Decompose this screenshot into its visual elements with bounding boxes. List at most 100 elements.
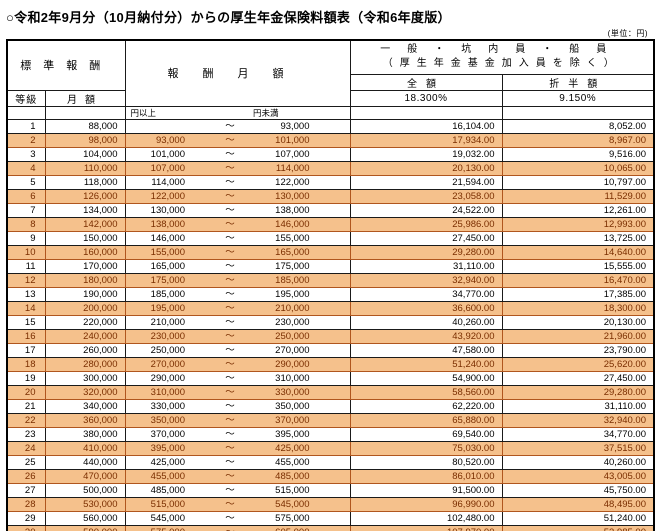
monthly-amount-cell: 110,000 — [44, 160, 126, 176]
half-amount-cell: 43,005.00 — [501, 468, 655, 484]
full-amount-cell: 36,600.00 — [349, 300, 503, 316]
full-amount-cell: 47,580.00 — [349, 342, 503, 358]
full-amount-cell: 80,520.00 — [349, 454, 503, 470]
half-amount-cell: 29,280.00 — [501, 384, 655, 400]
half-amount-cell: 48,495.00 — [501, 496, 655, 512]
range-to-cell: 425,000 — [247, 440, 351, 456]
half-amount-cell: 37,515.00 — [501, 440, 655, 456]
range-from-cell: 290,000 — [124, 370, 213, 386]
range-to-cell: 310,000 — [247, 370, 351, 386]
table-row: 9 150,000 146,000 ～ 155,000 27,450.00 13,725.0… — [6, 230, 655, 246]
range-tilde-cell: ～ — [213, 174, 247, 190]
range-tilde-cell: ～ — [213, 244, 247, 260]
header-half-rate: 9.150% — [501, 89, 655, 107]
range-from-cell: 545,000 — [124, 510, 213, 526]
range-to-cell: 485,000 — [247, 468, 351, 484]
range-to-cell: 175,000 — [247, 258, 351, 274]
range-to-cell: 114,000 — [247, 160, 351, 176]
table-row: 11 170,000 165,000 ～ 175,000 31,110.00 15,555.… — [6, 258, 655, 274]
grade-cell: 30 — [6, 524, 46, 531]
grade-cell: 10 — [6, 244, 46, 260]
full-amount-cell: 96,990.00 — [349, 496, 503, 512]
range-to-cell: 515,000 — [247, 482, 351, 498]
range-to-cell: 575,000 — [247, 510, 351, 526]
table-row: 18 280,000 270,000 ～ 290,000 51,240.00 25,620.… — [6, 356, 655, 372]
full-amount-cell: 75,030.00 — [349, 440, 503, 456]
range-from-cell: 370,000 — [124, 426, 213, 442]
unit-row-half-spacer — [501, 105, 655, 120]
table-row: 20 320,000 310,000 ～ 330,000 58,560.00 29,280.… — [6, 384, 655, 400]
table-row: 14 200,000 195,000 ～ 210,000 36,600.00 18,300.… — [6, 300, 655, 316]
full-amount-cell: 34,770.00 — [349, 286, 503, 302]
range-tilde-cell: ～ — [213, 412, 247, 428]
grade-cell: 3 — [6, 146, 46, 162]
half-amount-cell: 20,130.00 — [501, 314, 655, 330]
monthly-amount-cell: 88,000 — [44, 118, 126, 134]
grade-cell: 22 — [6, 412, 46, 428]
full-amount-cell: 19,032.00 — [349, 146, 503, 162]
half-amount-cell: 18,300.00 — [501, 300, 655, 316]
grade-cell: 4 — [6, 160, 46, 176]
range-from-cell: 310,000 — [124, 384, 213, 400]
label-yen-to: 円未満 — [247, 105, 351, 120]
table-row: 29 560,000 545,000 ～ 575,000 102,480.00 51,240… — [6, 510, 655, 526]
grade-cell: 6 — [6, 188, 46, 204]
grade-cell: 1 — [6, 118, 46, 134]
half-amount-cell: 8,967.00 — [501, 132, 655, 148]
full-amount-cell: 40,260.00 — [349, 314, 503, 330]
range-tilde-cell: ～ — [213, 328, 247, 344]
half-amount-cell: 40,260.00 — [501, 454, 655, 470]
full-amount-cell: 69,540.00 — [349, 426, 503, 442]
range-tilde-cell: ～ — [213, 230, 247, 246]
grade-cell: 14 — [6, 300, 46, 316]
header-full-amount: 全額 — [349, 73, 503, 91]
range-tilde-cell: ～ — [213, 440, 247, 456]
full-amount-cell: 86,010.00 — [349, 468, 503, 484]
range-from-cell: 270,000 — [124, 356, 213, 372]
label-yen-from: 円以上 — [124, 105, 213, 120]
grade-cell: 26 — [6, 468, 46, 484]
full-amount-cell: 16,104.00 — [349, 118, 503, 134]
header-monthly-amount: 月額 — [44, 89, 126, 107]
range-tilde-cell: ～ — [213, 188, 247, 204]
table-row: 13 190,000 185,000 ～ 195,000 34,770.00 17,385.… — [6, 286, 655, 302]
range-from-cell: 195,000 — [124, 300, 213, 316]
range-tilde-cell: ～ — [213, 160, 247, 176]
table-row: 16 240,000 230,000 ～ 250,000 43,920.00 21,960.… — [6, 328, 655, 344]
range-from-cell: 395,000 — [124, 440, 213, 456]
table-row: 2 98,000 93,000 ～ 101,000 17,934.00 8,967.00 — [6, 132, 655, 148]
range-from-cell: 122,000 — [124, 188, 213, 204]
grade-cell: 9 — [6, 230, 46, 246]
half-amount-cell: 9,516.00 — [501, 146, 655, 162]
grade-cell: 18 — [6, 356, 46, 372]
range-to-cell: 185,000 — [247, 272, 351, 288]
half-amount-cell: 16,470.00 — [501, 272, 655, 288]
range-from-cell: 114,000 — [124, 174, 213, 190]
half-amount-cell: 51,240.00 — [501, 510, 655, 526]
table-row: 26 470,000 455,000 ～ 485,000 86,010.00 43,005.… — [6, 468, 655, 484]
range-tilde-cell: ～ — [213, 216, 247, 232]
range-to-cell: 93,000 — [247, 118, 351, 134]
half-amount-cell: 27,450.00 — [501, 370, 655, 386]
monthly-amount-cell: 240,000 — [44, 328, 126, 344]
range-tilde-cell: ～ — [213, 426, 247, 442]
range-to-cell: 270,000 — [247, 342, 351, 358]
range-tilde-cell: ～ — [213, 384, 247, 400]
full-amount-cell: 62,220.00 — [349, 398, 503, 414]
grade-cell: 23 — [6, 426, 46, 442]
range-tilde-cell: ～ — [213, 342, 247, 358]
full-amount-cell: 27,450.00 — [349, 230, 503, 246]
range-from-cell: 350,000 — [124, 412, 213, 428]
range-from-cell: 93,000 — [124, 132, 213, 148]
range-from-cell: 515,000 — [124, 496, 213, 512]
range-tilde-cell: ～ — [213, 454, 247, 470]
monthly-amount-cell: 118,000 — [44, 174, 126, 190]
grade-cell: 21 — [6, 398, 46, 414]
table-row: 22 360,000 350,000 ～ 370,000 65,880.00 32,940.… — [6, 412, 655, 428]
monthly-amount-cell: 190,000 — [44, 286, 126, 302]
monthly-amount-cell: 150,000 — [44, 230, 126, 246]
range-to-cell: 210,000 — [247, 300, 351, 316]
range-tilde-cell: ～ — [213, 272, 247, 288]
half-amount-cell: 11,529.00 — [501, 188, 655, 204]
table-row: 1 88,000 ～ 93,000 16,104.00 8,052.00 — [6, 118, 655, 134]
